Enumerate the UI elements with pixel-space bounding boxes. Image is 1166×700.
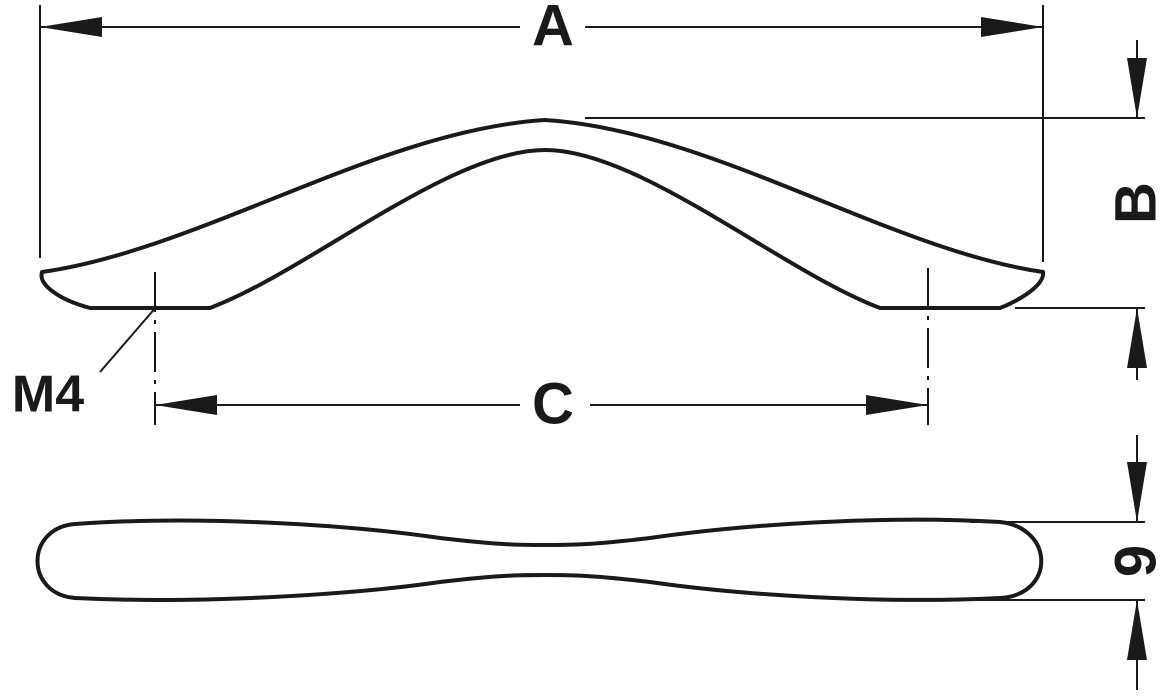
label-a: A bbox=[532, 0, 574, 58]
centerlines bbox=[154, 268, 929, 425]
label-b: B bbox=[1103, 182, 1166, 224]
label-thickness: 9 bbox=[1103, 545, 1166, 577]
label-c: C bbox=[532, 371, 574, 436]
dimension-c: C bbox=[155, 371, 928, 436]
dimension-thickness: 9 bbox=[1103, 435, 1166, 690]
extension-lines bbox=[39, 5, 1145, 601]
dimension-a: A bbox=[40, 0, 1043, 58]
leader-m4 bbox=[99, 305, 158, 373]
label-m4: M4 bbox=[12, 366, 84, 424]
handle-side bbox=[39, 118, 1045, 310]
handle-top bbox=[35, 517, 1044, 602]
dimension-b: B bbox=[1103, 40, 1166, 380]
